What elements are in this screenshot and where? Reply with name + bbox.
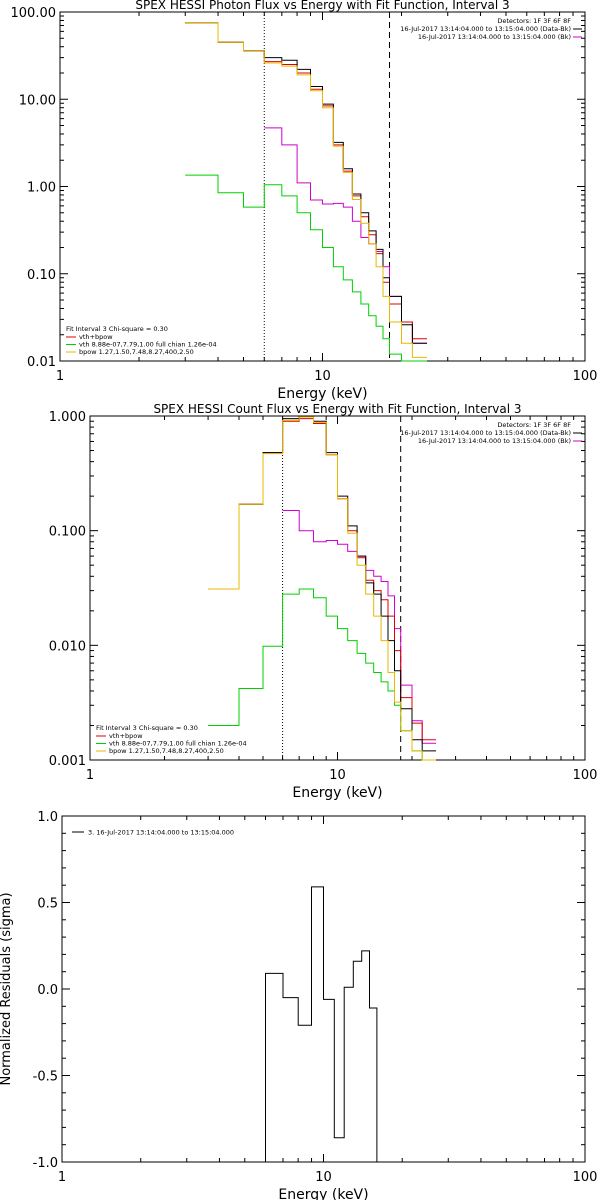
fit-legend: Fit Interval 3 Chi-square = 0.30vth+bpow… (66, 325, 217, 356)
y-tick-label: 0.100 (49, 525, 86, 540)
y-tick-label: 0.010 (49, 639, 86, 654)
chart-title: SPEX HESSI Count Flux vs Energy with Fit… (153, 402, 521, 416)
step-line-bk (264, 127, 427, 344)
series-data (208, 415, 436, 752)
series-data (265, 886, 378, 1162)
x-axis-label: Energy (keV) (292, 785, 382, 801)
y-axis-label: Normalized Residuals (sigma) (0, 892, 14, 1085)
chart-panel-1: SPEX HESSI Photon Flux vs Energy with Fi… (11, 0, 598, 402)
step-line-data (265, 886, 378, 1162)
x-tick-label: 1 (58, 1170, 66, 1185)
step-line-vth (208, 588, 436, 761)
x-tick-label: 10 (315, 1170, 332, 1185)
x-tick-label: 100 (573, 369, 598, 384)
x-tick-label: 1 (56, 369, 64, 384)
y-tick-label: 0.01 (27, 355, 56, 370)
detector-legend-line: 16-Jul-2017 13:14:04.000 to 13:15:04.000… (418, 437, 571, 445)
y-tick-label: 10.00 (19, 93, 56, 108)
residual-legend-label: 3. 16-Jul-2017 13:14:04.000 to 13:15:04.… (88, 829, 234, 837)
y-tick-label: 1.000 (49, 410, 86, 425)
fit-legend-item: bpow 1.27,1.50,7.48,8.27,400,2.50 (79, 348, 194, 356)
chart-title: SPEX HESSI Photon Flux vs Energy with Fi… (135, 0, 509, 12)
fit-legend-item: vth 8.88e-07,7.79,1.00 full chian 1.26e-… (79, 341, 217, 349)
x-tick-label: 10 (329, 768, 346, 783)
fit-legend-header: Fit Interval 3 Chi-square = 0.30 (96, 724, 198, 732)
fit-legend-header: Fit Interval 3 Chi-square = 0.30 (66, 325, 168, 333)
x-tick-label: 100 (573, 768, 598, 783)
step-line-data (208, 415, 436, 752)
x-axis-label: Energy (keV) (278, 1187, 368, 1200)
step-line-vth (185, 174, 427, 362)
detector-legend-line: Detectors: 1F 3F 6F 8F (497, 421, 571, 429)
y-tick-label: -0.5 (33, 1070, 58, 1085)
series-vth (208, 588, 436, 761)
residual-legend: 3. 16-Jul-2017 13:14:04.000 to 13:15:04.… (72, 829, 234, 837)
series-bk (282, 510, 436, 744)
fit-legend-item: bpow 1.27,1.50,7.48,8.27,400,2.50 (109, 747, 224, 755)
step-line-total (208, 418, 436, 741)
x-tick-label: 1 (86, 768, 94, 783)
y-tick-label: 0.001 (49, 754, 86, 769)
chart-panel-2: SPEX HESSI Count Flux vs Energy with Fit… (49, 402, 598, 801)
chart-panel-3: 1 10 100 Energy (keV) -1.0 -0.5 0.0 0.5 1.0 Norma… (0, 810, 597, 1200)
series-bk (264, 127, 427, 344)
detector-legend-line: 16-Jul-2017 13:14:04.000 to 13:15:04.000… (418, 33, 571, 41)
detector-legend-line: 16-Jul-2017 13:14:04.000 to 13:15:04.000… (400, 25, 571, 33)
detector-legend-line: 16-Jul-2017 13:14:04.000 to 13:15:04.000… (400, 429, 571, 437)
x-tick-label: 100 (573, 1170, 598, 1185)
series-bpow (208, 416, 436, 761)
fit-legend: Fit Interval 3 Chi-square = 0.30vth+bpow… (96, 724, 247, 755)
series-total (208, 418, 436, 741)
step-line-bpow (185, 22, 427, 358)
fit-legend-item: vth+bpow (109, 732, 143, 740)
series-bpow (185, 22, 427, 358)
y-tick-label: 0.10 (27, 268, 56, 283)
y-tick-label: 1.00 (27, 181, 56, 196)
y-tick-label: 0.5 (37, 897, 58, 912)
y-tick-label: 1.0 (37, 810, 58, 825)
y-tick-label: 100.00 (11, 6, 57, 21)
series-vth (185, 174, 427, 362)
fit-legend-item: vth 8.88e-07,7.79,1.00 full chian 1.26e-… (109, 740, 247, 748)
x-tick-label: 10 (314, 369, 331, 384)
step-line-total (185, 22, 427, 340)
series-total (185, 22, 427, 340)
plot-frame (59, 11, 586, 362)
step-line-bpow (208, 416, 436, 761)
detector-legend-line: Detectors: 1F 3F 6F 8F (497, 17, 571, 25)
fit-legend-item: vth+bpow (79, 333, 113, 341)
y-tick-label: 0.0 (37, 983, 58, 998)
y-tick-label: -1.0 (33, 1156, 58, 1171)
step-line-bk (282, 510, 436, 744)
x-axis-label: Energy (keV) (277, 386, 367, 402)
